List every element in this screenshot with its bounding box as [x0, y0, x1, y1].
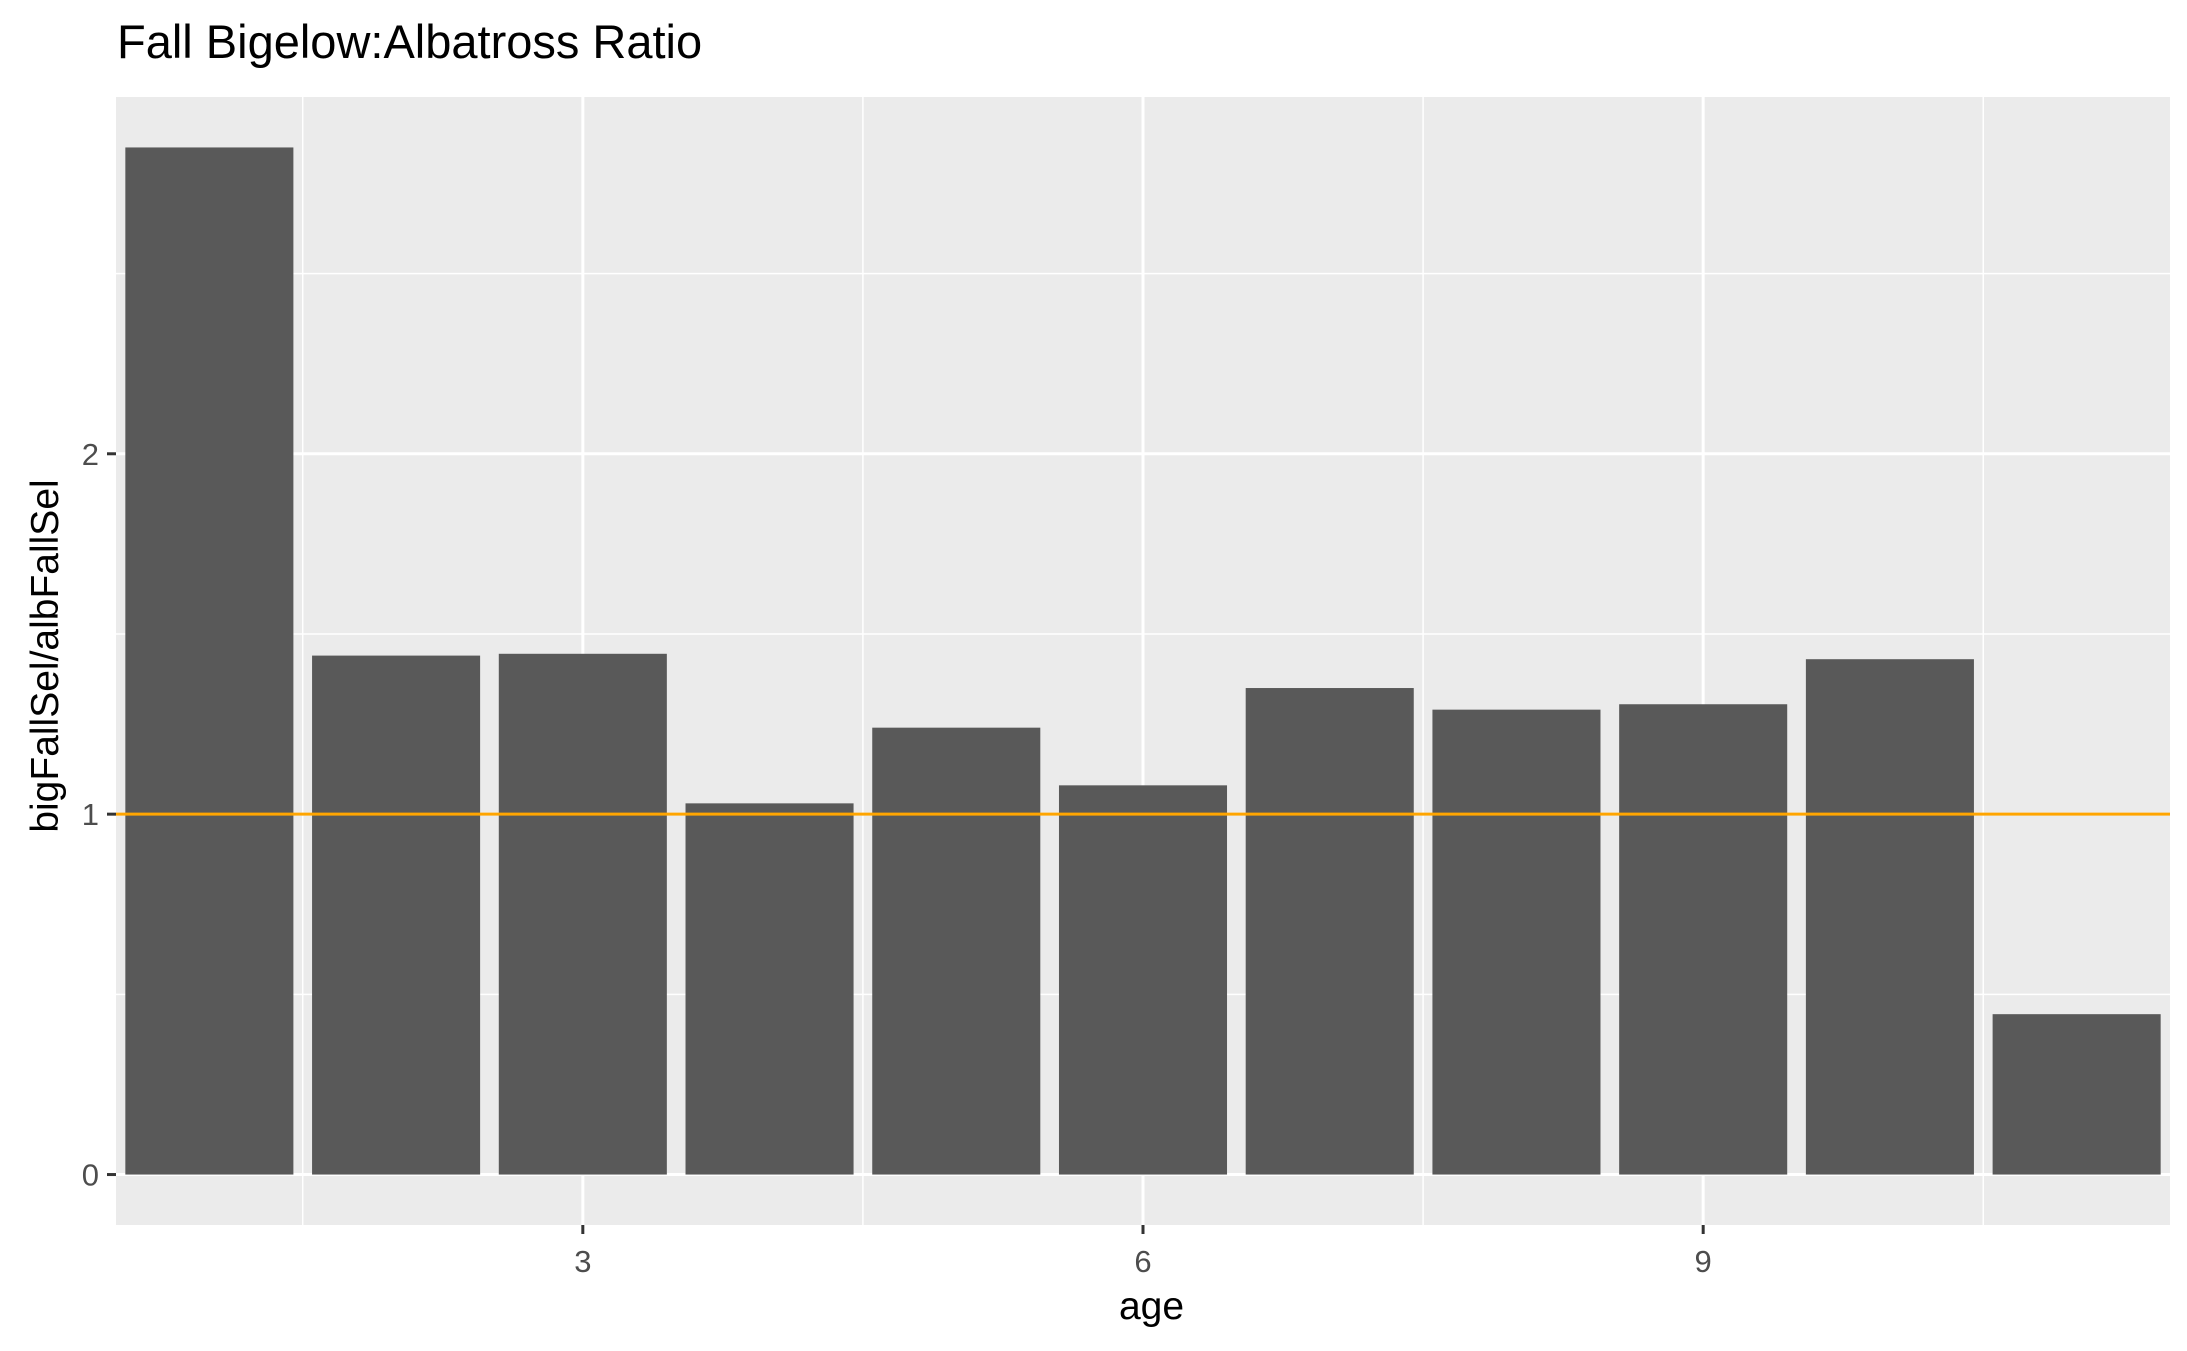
bar-age-2 — [312, 655, 481, 1175]
bar-age-3 — [498, 653, 667, 1175]
bar-age-8 — [1432, 709, 1601, 1175]
x-axis-label: age — [1118, 1285, 1185, 1328]
bar-age-11 — [1992, 1014, 2161, 1175]
bar-age-9 — [1619, 704, 1788, 1175]
bar-age-5 — [872, 727, 1041, 1175]
x-tick-label: 3 — [574, 1244, 591, 1279]
axes: 3 6 9 0 1 2 — [82, 437, 1712, 1279]
x-tick-label: 9 — [1695, 1244, 1712, 1279]
y-tick-label: 0 — [82, 1158, 99, 1193]
bar-age-10 — [1805, 659, 1974, 1175]
bar-age-4 — [685, 803, 854, 1175]
bars — [125, 147, 2161, 1175]
bar-age-6 — [1058, 785, 1228, 1175]
x-tick-label: 6 — [1134, 1244, 1151, 1279]
chart-title: Fall Bigelow:Albatross Ratio — [117, 15, 703, 68]
bar-age-7 — [1245, 688, 1414, 1175]
bar-age-1 — [125, 147, 294, 1175]
y-tick-label: 2 — [82, 437, 99, 472]
y-tick-label: 1 — [82, 797, 99, 832]
